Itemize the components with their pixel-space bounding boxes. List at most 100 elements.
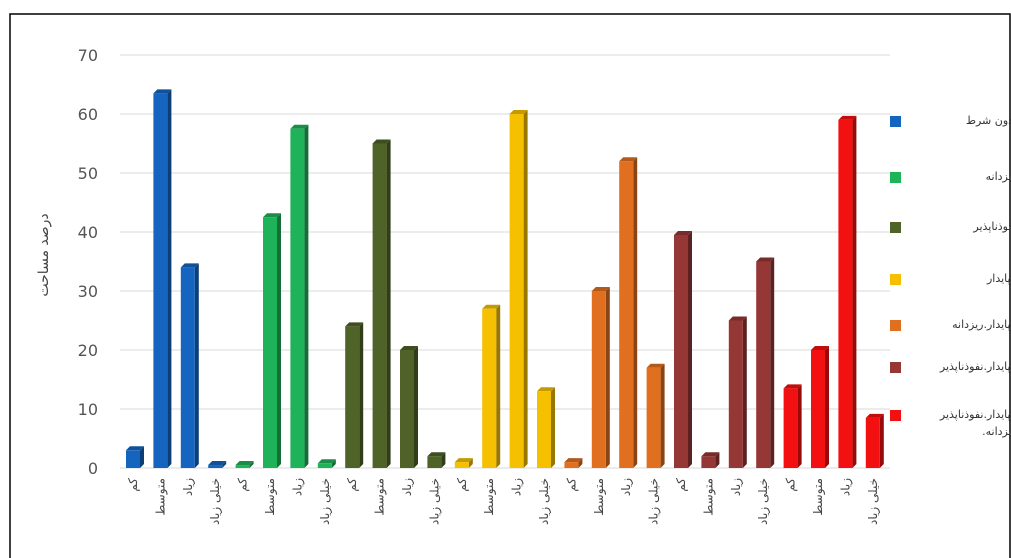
legend-label: بدون شرط xyxy=(965,114,1011,127)
bar-side xyxy=(304,124,309,468)
legend-item: ریزدانه xyxy=(890,168,1011,185)
bar-top xyxy=(126,446,144,451)
legend-item: ناپایدار.نفوذناپذیر xyxy=(890,358,1011,375)
bars xyxy=(126,89,884,469)
y-tick-label: 50 xyxy=(78,164,98,183)
bar-face xyxy=(537,391,551,468)
x-tick-label: کم xyxy=(345,478,359,492)
bar-side xyxy=(468,458,473,468)
bar-side xyxy=(688,230,692,468)
x-tick-label: کم xyxy=(784,478,798,492)
bar-side xyxy=(523,110,528,468)
bar-3-1 xyxy=(345,322,364,468)
x-tick-label: متوسط xyxy=(701,478,716,516)
bar-top xyxy=(564,458,583,463)
bar-face xyxy=(290,128,305,468)
bar-face xyxy=(263,217,277,468)
bar-5-1 xyxy=(564,458,583,468)
bar-face xyxy=(372,143,387,468)
bar-4-4 xyxy=(537,387,555,468)
bar-face xyxy=(454,462,469,468)
legend-swatch xyxy=(890,222,901,233)
bar-side xyxy=(770,257,775,468)
legend-label: ناپایدار.نفوذناپذیر ریزدانه. xyxy=(939,408,1011,438)
bar-face xyxy=(153,93,168,468)
bar-face xyxy=(838,119,853,469)
bar-top xyxy=(783,384,802,389)
x-axis-ticks: کم متوسط زیاد خیلی زیاد کم متوسط زیاد خیلی زیاد… xyxy=(126,478,881,525)
bar-top xyxy=(400,346,418,350)
bar-side xyxy=(633,157,638,468)
y-tick-label: 40 xyxy=(78,223,98,242)
bar-top xyxy=(838,115,857,120)
bar-face xyxy=(728,320,743,468)
bar-5-3 xyxy=(619,157,638,468)
bar-side xyxy=(551,387,555,468)
bar-7-3 xyxy=(838,115,857,469)
bar-side xyxy=(222,461,227,468)
x-tick-label: کم xyxy=(236,478,250,492)
bar-5-4 xyxy=(646,363,665,468)
bar-side xyxy=(386,139,391,468)
legend-label: ناپایدار.نفوذناپذیر xyxy=(939,360,1011,373)
legend-label: ناپایدار.ریزدانه xyxy=(952,318,1011,331)
x-tick-label: کم xyxy=(674,478,688,492)
x-tick-label: خیلی زیاد xyxy=(208,478,223,525)
bar-6-2 xyxy=(701,452,720,468)
bar-top xyxy=(728,316,747,321)
bar-side xyxy=(742,316,747,468)
bar-top xyxy=(865,413,884,418)
legend-swatch xyxy=(890,320,901,331)
bar-side xyxy=(715,452,720,468)
bar-face xyxy=(674,234,688,468)
bar-face xyxy=(509,114,524,468)
bar-side xyxy=(797,384,802,468)
legend-swatch xyxy=(890,116,901,127)
bar-7-1 xyxy=(783,384,802,468)
bar-side xyxy=(359,322,364,468)
legend-item: ناپایدار xyxy=(890,270,1011,287)
bar-side xyxy=(249,461,254,468)
bar-face xyxy=(591,291,606,468)
bar-side xyxy=(414,346,418,468)
bar-4-1 xyxy=(454,458,473,468)
x-tick-label: خیلی زیاد xyxy=(756,478,771,525)
legend-label: ناپایدار xyxy=(986,272,1011,285)
bar-side xyxy=(578,458,583,468)
y-axis-title: درصد مساحت xyxy=(36,213,52,296)
bar-side xyxy=(441,452,446,468)
x-tick-label: کم xyxy=(126,478,140,492)
bar-3-2 xyxy=(372,139,391,468)
bar-top xyxy=(646,363,665,368)
bar-side xyxy=(194,263,199,468)
bar-face xyxy=(783,388,798,468)
bar-top xyxy=(180,263,199,268)
bar-face xyxy=(756,261,771,468)
bar-side xyxy=(660,363,665,468)
y-tick-label: 20 xyxy=(78,341,98,360)
bar-top xyxy=(591,287,610,291)
bar-side xyxy=(140,446,144,468)
bar-face xyxy=(235,465,250,468)
x-tick-label: زیاد xyxy=(838,478,853,496)
bar-top xyxy=(674,230,692,235)
bar-face xyxy=(400,350,414,468)
x-tick-label: خیلی زیاد xyxy=(647,478,662,525)
bar-2-1 xyxy=(235,461,254,468)
bar-1-2 xyxy=(153,89,172,468)
bar-3-3 xyxy=(400,346,418,468)
bar-top xyxy=(482,304,501,309)
bar-face xyxy=(701,456,716,468)
x-tick-label: کم xyxy=(564,478,578,492)
bar-top xyxy=(756,257,775,262)
bar-face xyxy=(646,367,661,468)
y-axis-ticks: 0 10 20 30 40 50 60 70 xyxy=(78,46,98,478)
bar-top xyxy=(317,459,336,464)
x-tick-label: خیلی زیاد xyxy=(318,478,333,525)
x-tick-label: زیاد xyxy=(619,478,634,496)
x-tick-label: زیاد xyxy=(290,478,305,496)
bar-1-3 xyxy=(180,263,199,468)
legend-label: نفوذناپذیر xyxy=(973,220,1011,233)
legend-swatch xyxy=(890,274,901,285)
